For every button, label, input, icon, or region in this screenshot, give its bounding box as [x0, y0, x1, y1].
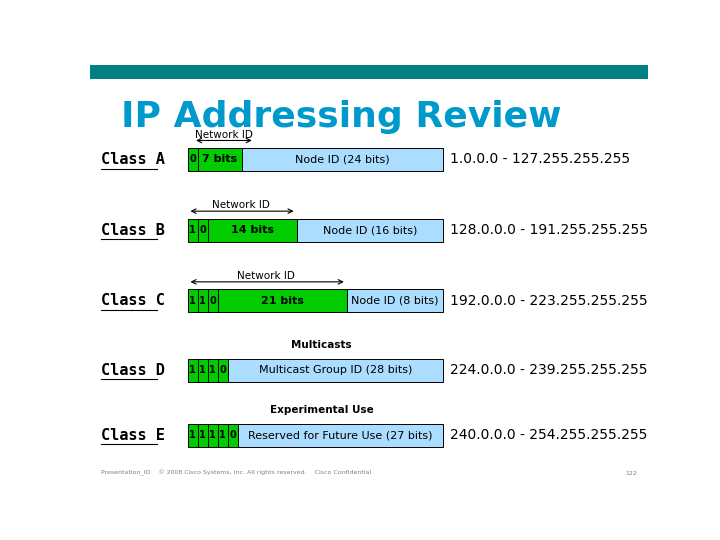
Text: 0: 0	[220, 365, 226, 375]
Text: 1: 1	[210, 430, 216, 440]
Bar	[188, 219, 198, 241]
Bar	[217, 359, 228, 382]
Text: 21 bits: 21 bits	[261, 296, 304, 306]
Text: 0: 0	[189, 154, 196, 164]
Text: 14 bits: 14 bits	[231, 225, 274, 235]
Text: IP Addressing Review: IP Addressing Review	[121, 100, 561, 134]
Bar	[198, 148, 243, 171]
Text: 1: 1	[210, 365, 216, 375]
Bar	[198, 359, 208, 382]
Text: Network ID: Network ID	[212, 200, 269, 211]
Bar	[188, 359, 198, 382]
Bar	[198, 424, 208, 447]
Bar	[188, 148, 198, 171]
Text: Network ID: Network ID	[237, 271, 294, 281]
Text: 0: 0	[210, 296, 216, 306]
Bar	[347, 289, 444, 312]
Bar	[217, 424, 228, 447]
Text: 192.0.0.0 - 223.255.255.255: 192.0.0.0 - 223.255.255.255	[450, 294, 647, 308]
Bar	[188, 289, 198, 312]
Text: 1: 1	[199, 296, 206, 306]
Text: 240.0.0.0 - 254.255.255.255: 240.0.0.0 - 254.255.255.255	[450, 428, 647, 442]
Bar	[208, 424, 217, 447]
Bar	[208, 289, 217, 312]
Text: Class E: Class E	[101, 428, 165, 443]
Text: Class C: Class C	[101, 293, 165, 308]
Text: 1: 1	[199, 430, 206, 440]
Text: Class B: Class B	[101, 222, 165, 238]
Bar	[297, 219, 444, 241]
Text: 224.0.0.0 - 239.255.255.255: 224.0.0.0 - 239.255.255.255	[450, 363, 647, 377]
Text: 122: 122	[625, 471, 637, 476]
Bar	[243, 148, 444, 171]
Text: 1: 1	[189, 430, 196, 440]
Bar	[90, 65, 648, 79]
Text: 0: 0	[230, 430, 236, 440]
Bar	[208, 219, 297, 241]
Text: 1.0.0.0 - 127.255.255.255: 1.0.0.0 - 127.255.255.255	[450, 152, 630, 166]
Text: Experimental Use: Experimental Use	[270, 406, 374, 415]
Text: 7 bits: 7 bits	[202, 154, 238, 164]
Bar	[238, 424, 444, 447]
Text: 1: 1	[199, 365, 206, 375]
Text: 1: 1	[189, 225, 196, 235]
Bar	[188, 424, 198, 447]
Text: Multicasts: Multicasts	[292, 340, 352, 350]
Text: 1: 1	[189, 365, 196, 375]
Text: 1: 1	[220, 430, 226, 440]
Text: 128.0.0.0 - 191.255.255.255: 128.0.0.0 - 191.255.255.255	[450, 223, 648, 237]
Bar	[217, 289, 347, 312]
Bar	[208, 359, 217, 382]
Text: 0: 0	[199, 225, 206, 235]
Bar	[228, 359, 444, 382]
Text: Network ID: Network ID	[195, 130, 253, 140]
Bar	[198, 289, 208, 312]
Text: Presentation_ID    © 2008 Cisco Systems, Inc. All rights reserved.    Cisco Conf: Presentation_ID © 2008 Cisco Systems, In…	[101, 469, 372, 476]
Text: Node ID (8 bits): Node ID (8 bits)	[351, 296, 439, 306]
Text: Class D: Class D	[101, 363, 165, 377]
Text: Class A: Class A	[101, 152, 165, 167]
Text: Node ID (16 bits): Node ID (16 bits)	[323, 225, 418, 235]
Text: Reserved for Future Use (27 bits): Reserved for Future Use (27 bits)	[248, 430, 433, 440]
Text: 1: 1	[189, 296, 196, 306]
Bar	[228, 424, 238, 447]
Text: Multicast Group ID (28 bits): Multicast Group ID (28 bits)	[258, 365, 413, 375]
Text: Node ID (24 bits): Node ID (24 bits)	[295, 154, 390, 164]
Bar	[198, 219, 208, 241]
